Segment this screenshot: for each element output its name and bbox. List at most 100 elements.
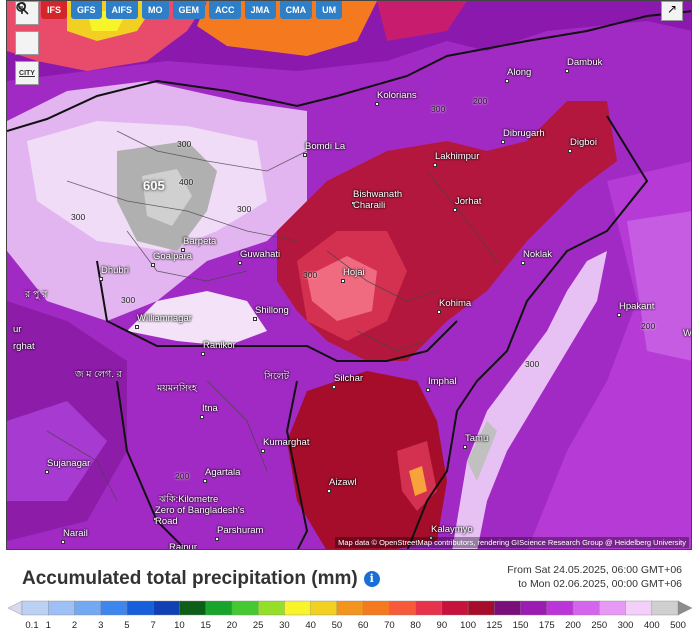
value-label: 300: [525, 359, 540, 369]
place-dot: [99, 277, 103, 281]
legend-swatch: [48, 600, 76, 616]
script-label: rghat: [13, 341, 35, 352]
legend-swatch: [284, 600, 312, 616]
place-dot: [181, 248, 185, 252]
legend-swatch: [599, 600, 627, 616]
legend-swatch: [362, 600, 391, 616]
place-label: Bomdi La: [305, 141, 346, 152]
value-label: 300: [237, 204, 252, 214]
legend-labels: 0.1 1 2 3 5 7 10 15 20 25 30 40 50 60 70 80 90 100 125 150 1…: [0, 620, 700, 634]
legend-swatch: [415, 600, 443, 616]
legend-swatch: [520, 600, 548, 616]
legend-tick-label: 25: [252, 620, 264, 631]
place-dot: [238, 261, 242, 265]
legend-swatch: [231, 600, 259, 616]
value-label: 200: [641, 321, 656, 331]
zoom-icon[interactable]: [15, 2, 39, 55]
place-label: Raipur: [169, 542, 197, 550]
value-label: 300: [71, 212, 86, 222]
place-dot: [453, 208, 457, 212]
tab-acc[interactable]: ACC: [209, 1, 241, 19]
place-label: Narail: [63, 528, 88, 539]
place-label: Ranikor: [203, 340, 236, 351]
place-dot: [351, 201, 355, 205]
place-dot: [426, 388, 430, 392]
map-tools: CITY: [15, 1, 41, 91]
legend-swatch: [389, 600, 417, 616]
tab-ifs[interactable]: IFS: [41, 1, 68, 19]
zoom-glyph: [16, 2, 29, 15]
legend-tick-label: 80: [410, 620, 421, 631]
place-label: Barpeta: [183, 236, 217, 247]
place-dot: [215, 537, 219, 541]
place-dot: [153, 517, 157, 521]
tab-aifs[interactable]: AIFS: [105, 1, 139, 19]
place-label: Kalaymyo: [431, 524, 473, 535]
tab-mo[interactable]: MO: [142, 1, 169, 19]
value-label: 200: [473, 96, 488, 106]
place-dot: [61, 540, 65, 544]
tab-um[interactable]: UM: [316, 1, 343, 19]
share-icon[interactable]: ↗: [661, 1, 683, 21]
page-title: Accumulated total precipitation (mm) i: [22, 568, 380, 590]
place-dot: [201, 352, 205, 356]
place-label: Itna: [202, 403, 218, 414]
place-label: Tamu: [465, 433, 489, 444]
place-label: Parshuram: [217, 525, 264, 536]
place-dot: [200, 415, 204, 419]
place-dot: [341, 279, 345, 283]
place-label: Along: [507, 67, 532, 78]
legend-tick-label: 2: [71, 620, 78, 631]
legend-tick-label: 200: [565, 620, 581, 631]
legend-swatch: [572, 600, 600, 616]
color-legend: [8, 600, 692, 616]
legend-tick-label: 90: [436, 620, 448, 631]
place-label: Zero of Bangladesh's Road: [155, 505, 245, 527]
legend-tick-label: 15: [200, 620, 211, 631]
place-label: Silchar: [334, 373, 364, 384]
place-label: Dambuk: [567, 57, 603, 68]
place-label: Digboi: [570, 137, 597, 148]
place-dot: [501, 140, 505, 144]
legend-swatch: [677, 600, 692, 616]
legend-tick-label: 10: [174, 620, 185, 631]
period-to: to Mon 02.06.2025, 00:00 GMT+06: [518, 578, 682, 590]
place-label: Goalpara: [153, 251, 193, 262]
legend-tick-label: 175: [538, 620, 555, 631]
script-label: ur: [13, 324, 22, 335]
period-from: From Sat 24.05.2025, 06:00 GMT+06: [507, 564, 682, 576]
legend-swatch: [21, 600, 49, 616]
place-dot: [429, 536, 433, 540]
place-label: Agartala: [205, 467, 241, 478]
legend-tick-label: 60: [357, 620, 369, 631]
script-label: Wa: [683, 328, 692, 339]
period-info: From Sat 24.05.2025, 06:00 GMT+06 to Mon…: [507, 563, 682, 591]
legend-tick-label: 5: [124, 620, 130, 631]
place-label: Bishwanath Charaili: [353, 189, 403, 211]
place-dot: [135, 325, 139, 329]
place-label: Jorhat: [455, 196, 482, 207]
place-label: Dhubri: [101, 265, 129, 276]
tab-cma[interactable]: CMA: [279, 1, 313, 19]
place-dot: [463, 445, 467, 449]
tab-gfs[interactable]: GFS: [71, 1, 102, 19]
place-dot: [45, 470, 49, 474]
value-label: 300: [303, 270, 318, 280]
city-icon[interactable]: CITY: [15, 61, 39, 85]
legend-tick-label: 30: [279, 620, 290, 631]
place-label: Hpakant: [619, 301, 655, 312]
tab-gem[interactable]: GEM: [172, 1, 206, 19]
place-dot: [203, 479, 207, 483]
tab-jma[interactable]: JMA: [244, 1, 276, 19]
peak-value: 605: [143, 178, 165, 193]
model-tabs: IFS GFS AIFS MO GEM ACC JMA CMA UM: [41, 1, 343, 23]
precipitation-map[interactable]: CITY IFS GFS AIFS MO GEM ACC JMA CMA UM ↗ Along D…: [6, 0, 692, 550]
place-label: Kohima: [439, 298, 472, 309]
legend-tick-label: 250: [591, 620, 608, 631]
script-label: ঝকি:Kilometre: [159, 494, 219, 505]
legend-tick-label: 70: [384, 620, 395, 631]
info-icon[interactable]: i: [363, 571, 380, 587]
value-label: 200: [175, 471, 190, 481]
place-label: Dibrugarh: [503, 128, 545, 139]
legend-swatch: [625, 600, 653, 616]
